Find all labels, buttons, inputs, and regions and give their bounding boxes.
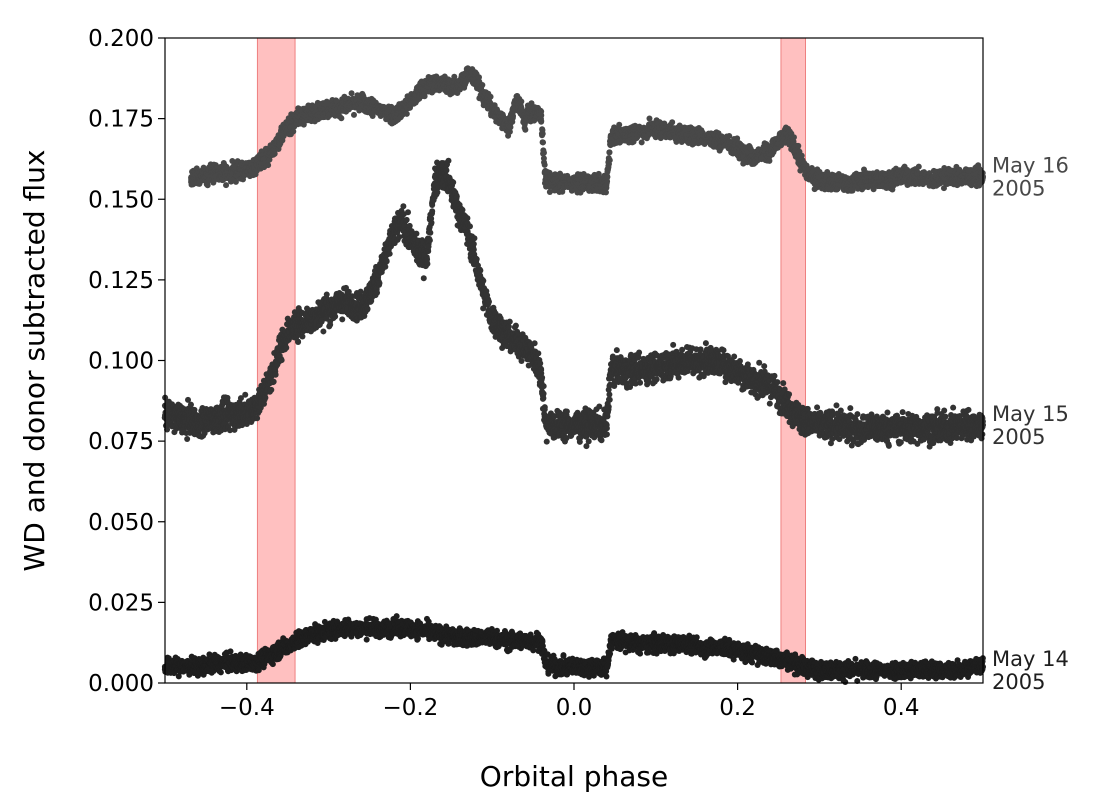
data-point — [541, 161, 548, 168]
data-point — [790, 134, 797, 141]
data-point — [348, 90, 355, 97]
data-point — [299, 333, 306, 340]
data-point — [487, 93, 494, 100]
data-point — [283, 344, 290, 351]
data-point — [539, 130, 546, 137]
data-point — [479, 82, 486, 89]
data-point — [270, 378, 277, 385]
data-point — [421, 93, 428, 100]
data-point — [271, 150, 278, 157]
data-point — [242, 391, 249, 398]
data-point — [262, 394, 269, 401]
data-point — [320, 328, 327, 335]
data-point — [254, 415, 261, 422]
data-point — [538, 118, 545, 125]
data-point — [540, 155, 547, 162]
data-point — [224, 394, 231, 401]
data-point — [338, 115, 345, 122]
data-point — [295, 338, 302, 345]
series-1-points — [188, 65, 986, 196]
data-point — [518, 98, 525, 105]
data-point — [184, 436, 191, 443]
data-point — [229, 157, 236, 164]
data-point — [332, 313, 339, 320]
data-point — [606, 149, 613, 156]
data-point — [766, 157, 773, 164]
data-point — [191, 406, 198, 413]
data-point — [606, 157, 613, 164]
data-point — [290, 128, 297, 135]
data-point — [795, 142, 802, 149]
data-point — [638, 139, 645, 146]
data-point — [278, 357, 285, 364]
data-point — [223, 182, 230, 189]
data-point — [540, 139, 547, 146]
data-point — [265, 162, 272, 169]
data-point — [187, 401, 194, 408]
data-point — [357, 288, 364, 295]
data-point — [350, 111, 357, 118]
data-point — [339, 316, 346, 323]
data-point — [323, 291, 330, 298]
data-point — [669, 119, 676, 126]
data-point — [403, 110, 410, 117]
data-point — [272, 371, 279, 378]
data-points — [161, 65, 986, 685]
data-point — [507, 124, 514, 131]
data-point — [232, 178, 239, 185]
data-point — [538, 108, 545, 115]
data-point — [268, 386, 275, 393]
data-point — [522, 126, 529, 133]
data-point — [540, 149, 547, 156]
data-point — [915, 163, 922, 170]
